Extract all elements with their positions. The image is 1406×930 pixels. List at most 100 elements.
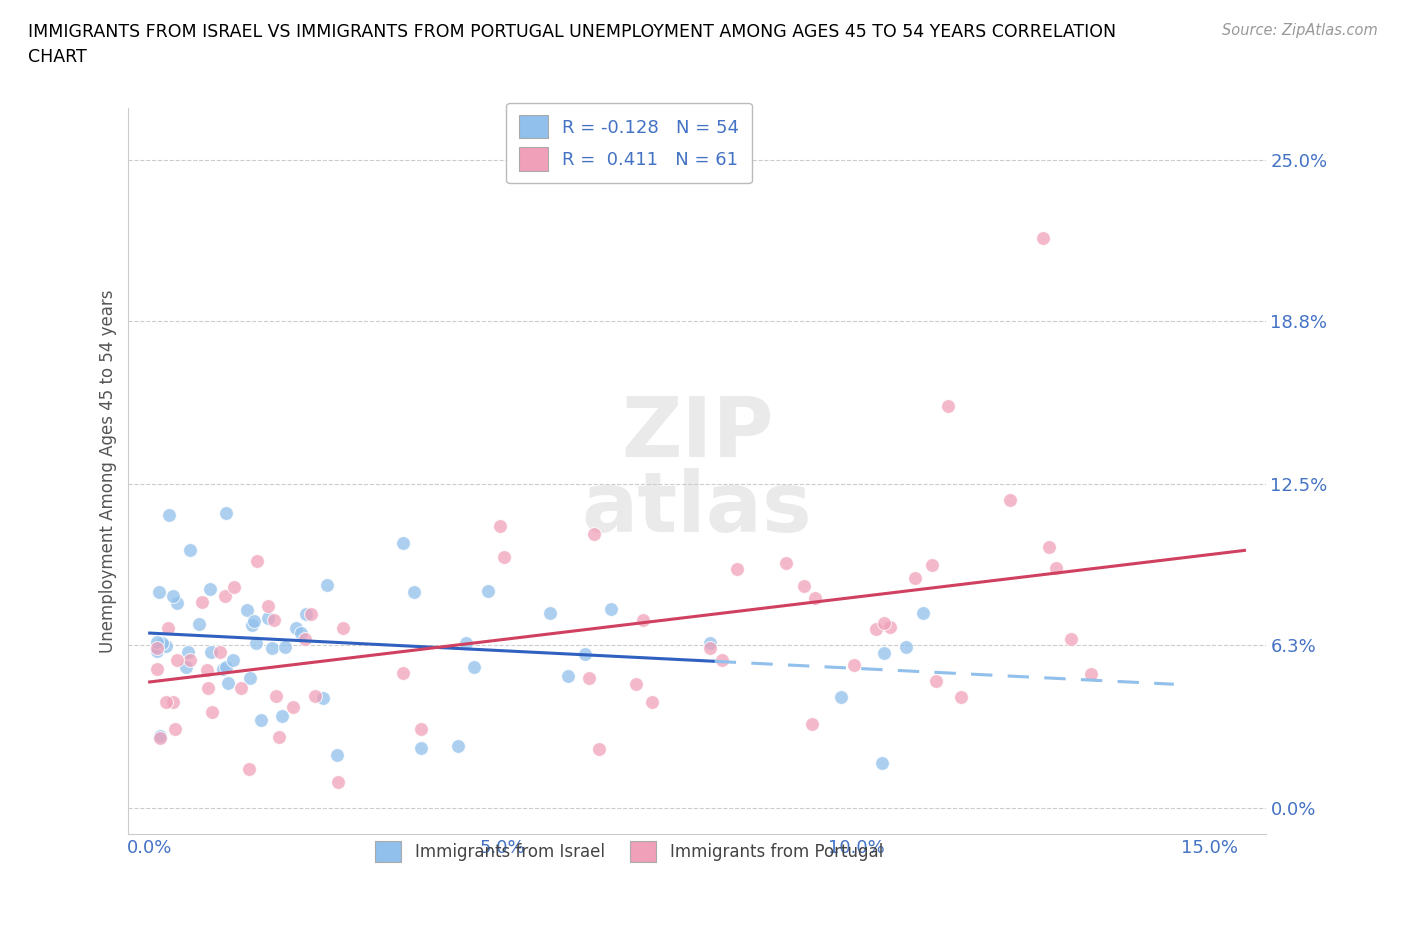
Point (392, 666, 415, 681)
Point (250, 712, 273, 727)
Y-axis label: Unemployment Among Ages 45 to 54 years: Unemployment Among Ages 45 to 54 years (100, 289, 117, 653)
Point (325, 747, 347, 762)
Legend: Immigrants from Israel, Immigrants from Portugal: Immigrants from Israel, Immigrants from … (368, 834, 890, 870)
Point (221, 653, 243, 668)
Point (830, 690, 852, 705)
Point (162, 695, 184, 710)
Point (166, 595, 188, 610)
Text: IMMIGRANTS FROM ISRAEL VS IMMIGRANTS FROM PORTUGAL UNEMPLOYMENT AMONG AGES 45 TO: IMMIGRANTS FROM ISRAEL VS IMMIGRANTS FRO… (28, 23, 1116, 66)
Point (217, 675, 239, 690)
Point (925, 673, 948, 688)
Point (842, 658, 865, 672)
Point (873, 616, 896, 631)
Point (936, 399, 959, 414)
Point (179, 653, 201, 668)
Point (316, 578, 339, 592)
Point (404, 585, 426, 600)
Point (163, 722, 186, 737)
Point (998, 493, 1021, 508)
Point (148, 584, 170, 599)
Point (699, 636, 721, 651)
Point (195, 662, 218, 677)
Point (463, 659, 485, 674)
Point (290, 625, 312, 640)
Point (409, 740, 432, 755)
Point (157, 508, 180, 523)
Point (409, 722, 432, 737)
Point (921, 557, 943, 572)
Point (1045, 561, 1067, 576)
Point (1080, 667, 1102, 682)
Point (239, 671, 262, 685)
Point (804, 591, 827, 605)
Point (872, 755, 894, 770)
Point (269, 729, 291, 744)
Point (200, 644, 222, 659)
Point (879, 619, 901, 634)
Point (583, 527, 606, 542)
Point (557, 668, 579, 683)
Point (145, 661, 167, 676)
Point (211, 661, 233, 676)
Point (197, 681, 219, 696)
Point (145, 644, 167, 658)
Point (896, 640, 918, 655)
Point (477, 583, 499, 598)
Point (145, 641, 167, 656)
Point (872, 645, 894, 660)
Point (149, 728, 172, 743)
Point (1032, 231, 1054, 246)
Point (155, 638, 177, 653)
Point (294, 631, 316, 646)
Point (1060, 632, 1083, 647)
Point (641, 695, 664, 710)
Point (274, 640, 297, 655)
Point (176, 644, 198, 659)
Point (326, 775, 349, 790)
Point (775, 556, 797, 571)
Point (174, 660, 197, 675)
Point (188, 617, 211, 631)
Point (263, 613, 285, 628)
Point (257, 611, 280, 626)
Point (198, 582, 221, 597)
Point (285, 620, 308, 635)
Point (155, 695, 177, 710)
Point (191, 594, 214, 609)
Point (208, 645, 231, 660)
Point (446, 739, 468, 754)
Point (711, 652, 734, 667)
Point (215, 659, 238, 674)
Point (793, 578, 815, 593)
Point (149, 730, 172, 745)
Point (236, 602, 259, 617)
Point (243, 614, 266, 629)
Point (224, 580, 246, 595)
Point (295, 606, 318, 621)
Point (494, 550, 516, 565)
Point (304, 688, 326, 703)
Point (162, 589, 184, 604)
Point (1038, 539, 1060, 554)
Point (145, 640, 167, 655)
Point (912, 605, 935, 620)
Point (256, 599, 278, 614)
Point (271, 709, 294, 724)
Point (725, 562, 748, 577)
Point (281, 699, 304, 714)
Point (456, 636, 478, 651)
Point (179, 542, 201, 557)
Point (631, 612, 654, 627)
Point (145, 634, 167, 649)
Point (392, 536, 415, 551)
Point (299, 606, 322, 621)
Point (699, 640, 721, 655)
Point (201, 704, 224, 719)
Point (240, 618, 263, 633)
Point (600, 602, 623, 617)
Point (166, 653, 188, 668)
Point (904, 570, 927, 585)
Point (488, 519, 510, 534)
Point (538, 605, 561, 620)
Point (215, 506, 238, 521)
